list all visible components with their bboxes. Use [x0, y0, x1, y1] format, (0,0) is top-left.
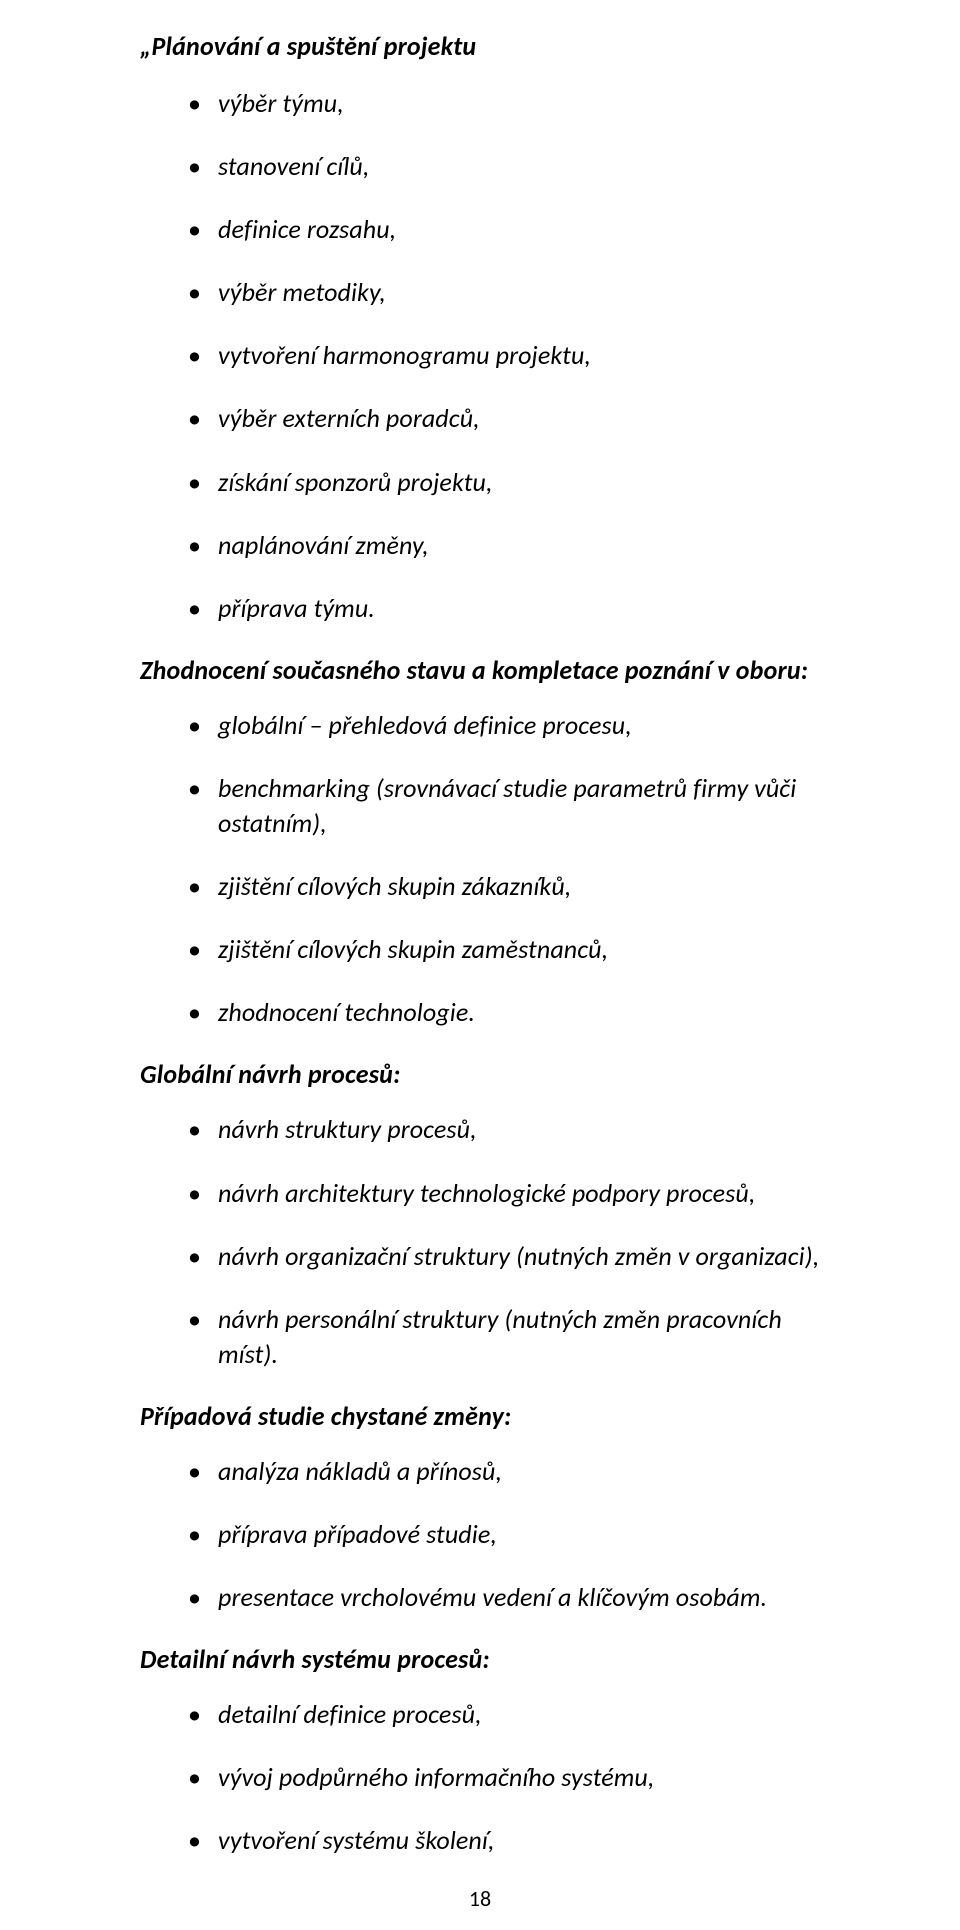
list-item: zhodnocení technologie.: [188, 995, 840, 1030]
section-heading-0: „Plánování a spuštění projektu: [140, 30, 840, 62]
list-item: návrh architektury technologické podpory…: [188, 1176, 840, 1211]
list-item-text: návrh personální struktury (nutných změn…: [218, 1303, 782, 1370]
heading-text: Globální návrh procesů:: [140, 1058, 400, 1090]
list-item: výběr týmu,: [188, 86, 840, 121]
list-item-text: zhodnocení technologie.: [218, 996, 475, 1028]
list-item-text: vytvoření harmonogramu projektu,: [218, 339, 591, 371]
list-item: výběr metodiky,: [188, 275, 840, 310]
list-item: návrh struktury procesů,: [188, 1112, 840, 1147]
document-page: „Plánování a spuštění projektu výběr tým…: [0, 0, 960, 1930]
page-number: 18: [0, 1885, 960, 1912]
list-item: vytvoření systému školení,: [188, 1823, 840, 1858]
heading-text: Zhodnocení současného stavu a kompletace…: [140, 654, 808, 686]
list-item: analýza nákladů a přínosů,: [188, 1454, 840, 1489]
list-item-text: presentace vrcholovému vedení a klíčovým…: [218, 1581, 767, 1613]
list-item-text: stanovení cílů,: [218, 150, 369, 182]
section-heading-4: Detailní návrh systému procesů:: [140, 1643, 840, 1675]
list-item: příprava týmu.: [188, 591, 840, 626]
heading-text: „Plánování a spuštění projektu: [140, 30, 476, 62]
list-item-text: výběr metodiky,: [218, 276, 386, 308]
list-item: příprava případové studie,: [188, 1517, 840, 1552]
list-item-text: globální – přehledová definice procesu,: [218, 709, 632, 741]
list-item: globální – přehledová definice procesu,: [188, 708, 840, 743]
list-item: zjištění cílových skupin zákazníků,: [188, 869, 840, 904]
list-item: zjištění cílových skupin zaměstnanců,: [188, 932, 840, 967]
list-2: návrh struktury procesů, návrh architekt…: [140, 1112, 840, 1371]
section-heading-2: Globální návrh procesů:: [140, 1058, 840, 1090]
list-item-text: detailní definice procesů,: [218, 1698, 482, 1730]
list-item-text: příprava týmu.: [218, 592, 375, 624]
list-item: návrh personální struktury (nutných změn…: [188, 1302, 840, 1372]
list-item-text: návrh struktury procesů,: [218, 1113, 477, 1145]
list-4: detailní definice procesů, vývoj podpůrn…: [140, 1697, 840, 1858]
list-item-text: analýza nákladů a přínosů,: [218, 1455, 502, 1487]
list-item: výběr externích poradců,: [188, 401, 840, 436]
heading-text: Případová studie chystané změny:: [140, 1400, 511, 1432]
list-item-text: vývoj podpůrného informačního systému,: [218, 1761, 654, 1793]
list-item: naplánování změny,: [188, 528, 840, 563]
list-item-text: definice rozsahu,: [218, 213, 396, 245]
list-1: globální – přehledová definice procesu, …: [140, 708, 840, 1031]
list-item-text: zjištění cílových skupin zákazníků,: [218, 870, 571, 902]
list-item-text: výběr externích poradců,: [218, 402, 480, 434]
list-0: výběr týmu, stanovení cílů, definice roz…: [140, 86, 840, 626]
list-item-text: benchmarking (srovnávací studie parametr…: [218, 772, 796, 839]
list-item-text: zjištění cílových skupin zaměstnanců,: [218, 933, 608, 965]
list-item-text: získání sponzorů projektu,: [218, 466, 493, 498]
list-item-text: vytvoření systému školení,: [218, 1824, 495, 1856]
list-item: detailní definice procesů,: [188, 1697, 840, 1732]
list-item-text: návrh organizační struktury (nutných změ…: [218, 1240, 819, 1272]
list-item-text: naplánování změny,: [218, 529, 429, 561]
list-item: získání sponzorů projektu,: [188, 465, 840, 500]
list-item: vývoj podpůrného informačního systému,: [188, 1760, 840, 1795]
list-item-text: návrh architektury technologické podpory…: [218, 1177, 755, 1209]
list-item: návrh organizační struktury (nutných změ…: [188, 1239, 840, 1274]
list-item: presentace vrcholovému vedení a klíčovým…: [188, 1580, 840, 1615]
list-item-text: výběr týmu,: [218, 87, 344, 119]
heading-text: Detailní návrh systému procesů:: [140, 1643, 490, 1675]
list-item: stanovení cílů,: [188, 149, 840, 184]
list-item: vytvoření harmonogramu projektu,: [188, 338, 840, 373]
list-3: analýza nákladů a přínosů, příprava příp…: [140, 1454, 840, 1615]
list-item: benchmarking (srovnávací studie parametr…: [188, 771, 840, 841]
list-item-text: příprava případové studie,: [218, 1518, 497, 1550]
section-heading-3: Případová studie chystané změny:: [140, 1400, 840, 1432]
page-number-text: 18: [469, 1885, 491, 1912]
section-heading-1: Zhodnocení současného stavu a kompletace…: [140, 654, 840, 686]
list-item: definice rozsahu,: [188, 212, 840, 247]
